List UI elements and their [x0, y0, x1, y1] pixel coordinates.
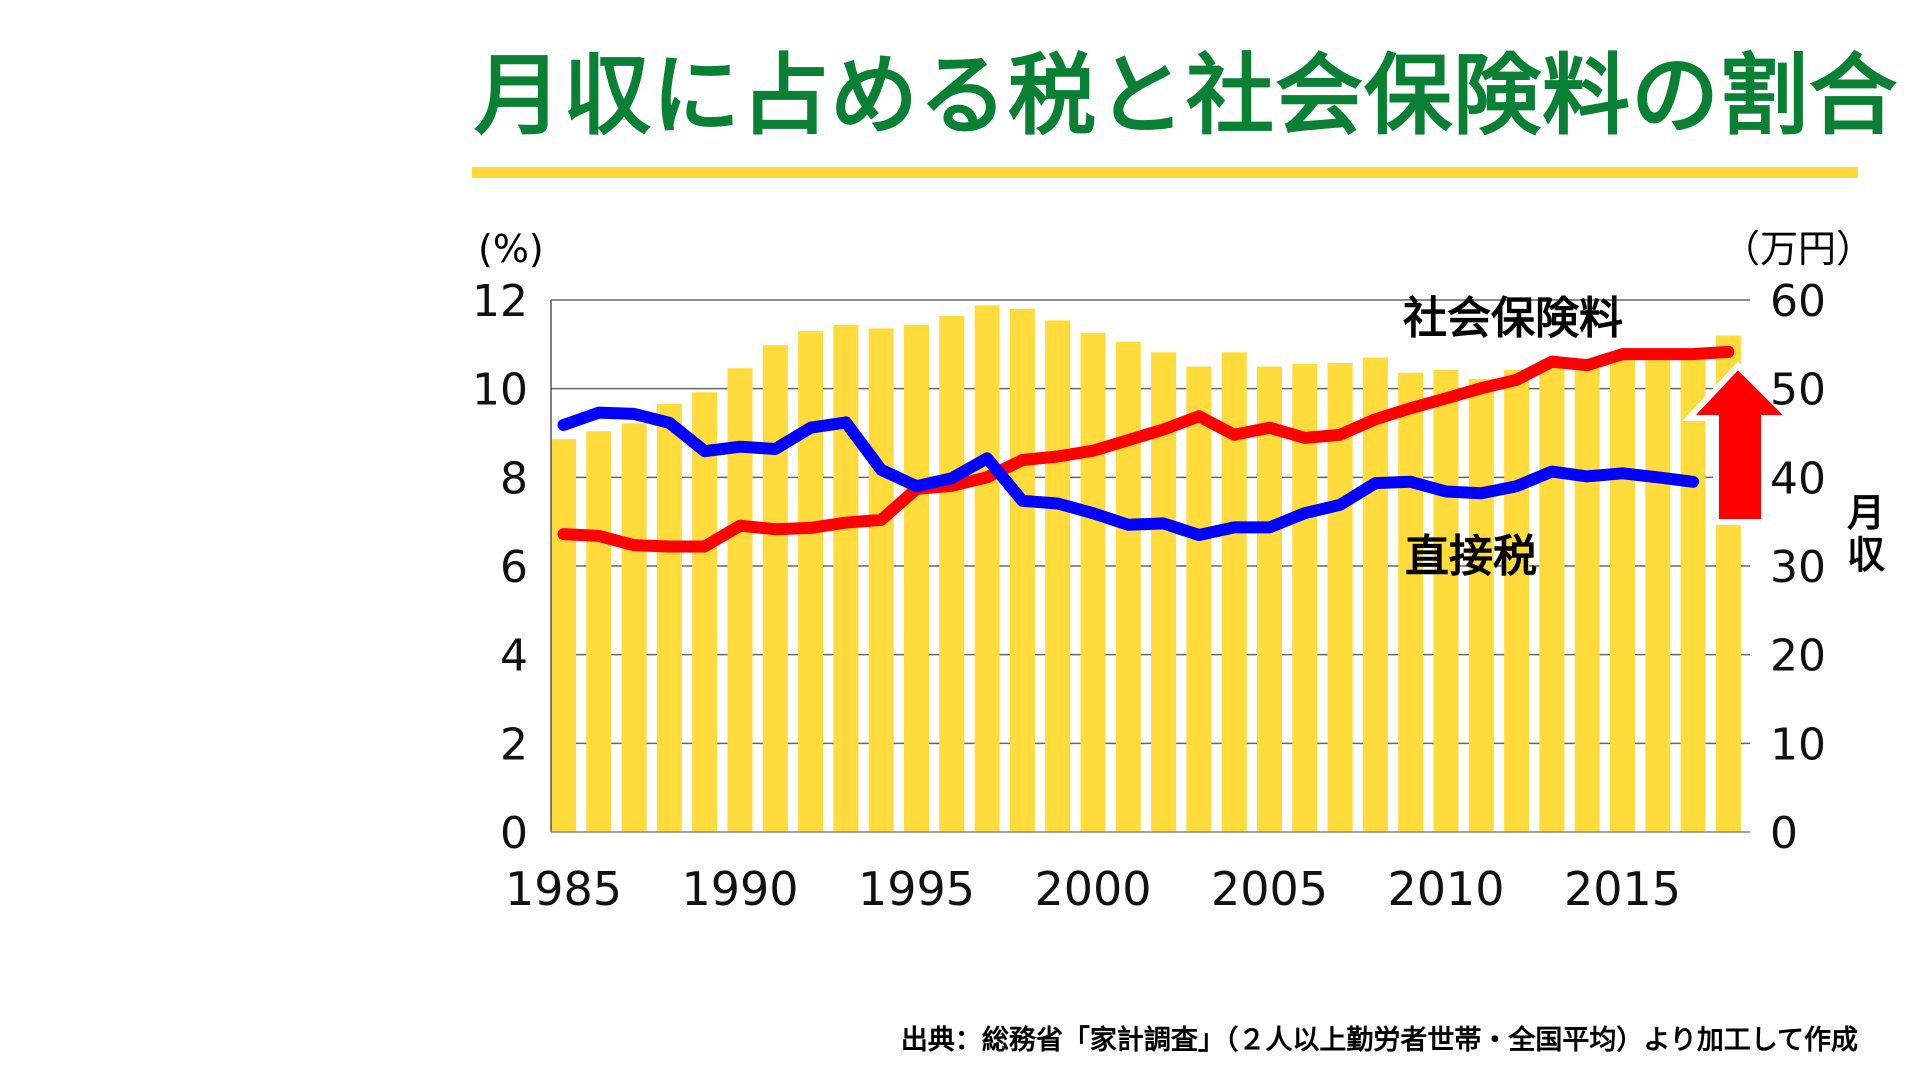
- income-bar: [727, 368, 753, 832]
- left-axis-unit: (%): [478, 227, 544, 271]
- income-bar: [621, 423, 647, 832]
- income-bar: [1115, 341, 1141, 832]
- left-tick-label: 2: [500, 719, 528, 770]
- income-bar: [1539, 359, 1565, 832]
- left-tick-label: 4: [500, 631, 528, 682]
- left-tick-label: 8: [500, 453, 528, 504]
- left-tick-label: 0: [500, 808, 528, 859]
- series-lines: [557, 345, 1735, 553]
- income-bar: [1080, 332, 1106, 832]
- income-bar: [551, 439, 576, 832]
- right-tick-label: 10: [1770, 719, 1826, 770]
- x-tick-label: 1990: [681, 862, 798, 916]
- x-tick-label: 1995: [858, 862, 975, 916]
- income-bar: [1257, 366, 1282, 832]
- series-label-direct-tax: 直接税: [1405, 531, 1537, 582]
- right-axis-unit: （万円）: [1722, 227, 1874, 271]
- income-bar: [833, 324, 859, 832]
- income-bar: [1574, 362, 1600, 832]
- right-tick-label: 60: [1770, 276, 1826, 327]
- x-tick-label: 2005: [1211, 862, 1328, 916]
- left-tick-label: 12: [472, 276, 528, 327]
- x-tick-label: 2015: [1564, 862, 1681, 916]
- x-tick-label: 2000: [1034, 862, 1151, 916]
- income-bar: [656, 403, 682, 832]
- income-bar: [904, 324, 929, 832]
- right-axis-title-char-2: 収: [1847, 533, 1885, 577]
- income-bar: [1398, 372, 1424, 832]
- social-insurance-line: [557, 345, 1735, 553]
- page-title: 月収に占める税と社会保険料の割合: [474, 44, 1899, 147]
- income-bar: [939, 315, 965, 833]
- income-bar: [1645, 359, 1671, 832]
- right-tick-label: 40: [1770, 453, 1826, 504]
- right-tick-label: 20: [1770, 631, 1826, 682]
- income-bar: [1045, 320, 1071, 832]
- source-note: 出典：総務省「家計調査」（２人以上勤労者世帯・全国平均）より加工して作成: [900, 1025, 1858, 1056]
- income-bar: [1362, 357, 1388, 832]
- axis-ticks: 0 2 4 6 8 10 12 0 10 20 30 40 50 60 1985 1990 1995 2000 20…: [472, 276, 1826, 916]
- direct-tax-line: [557, 406, 1700, 541]
- income-bar: [868, 328, 894, 832]
- x-tick-label: 1985: [505, 862, 622, 916]
- x-tick-label: 2010: [1387, 862, 1504, 916]
- series-label-social-insurance: 社会保険料: [1403, 293, 1623, 344]
- income-bar: [1468, 378, 1494, 832]
- income-bar: [692, 392, 718, 832]
- up-arrow-icon: [1682, 361, 1798, 525]
- right-tick-label: 30: [1770, 542, 1826, 593]
- right-axis-title-char-1: 月: [1847, 491, 1885, 535]
- income-bar: [1009, 308, 1035, 832]
- income-bar: [1186, 366, 1212, 832]
- income-bar: [762, 345, 788, 832]
- income-bar: [1504, 370, 1530, 832]
- up-arrow-icon: [1682, 361, 1798, 525]
- income-bar: [586, 431, 612, 832]
- left-tick-label: 10: [472, 365, 528, 416]
- right-tick-label: 0: [1770, 808, 1798, 859]
- right-tick-label: 50: [1770, 365, 1826, 416]
- income-bar: [974, 305, 1000, 832]
- income-bar: [1680, 359, 1706, 832]
- title-underline: [472, 167, 1858, 178]
- income-bar: [798, 331, 824, 832]
- income-bar: [1433, 370, 1459, 832]
- income-bar: [1610, 354, 1635, 832]
- left-tick-label: 6: [500, 542, 528, 593]
- income-bars: [551, 305, 1741, 833]
